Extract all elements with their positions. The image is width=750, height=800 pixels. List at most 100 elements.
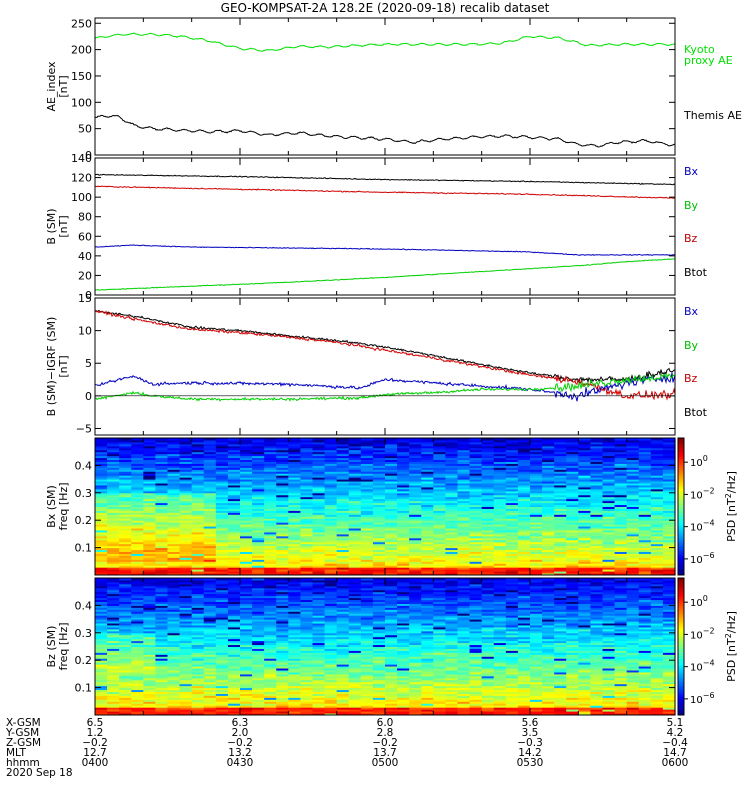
spectrogram-cell [385, 524, 398, 527]
spectrogram-cell [227, 636, 241, 640]
spectrogram-cell [119, 477, 132, 480]
spectrogram-cell [95, 541, 108, 545]
spectrogram-cell [276, 569, 289, 572]
spectrogram-cell [469, 471, 483, 474]
spectrogram-cell [191, 623, 205, 626]
spectrogram-cell [397, 477, 410, 480]
spectrogram-cell [312, 668, 326, 671]
spectrogram-cell [614, 481, 628, 484]
spectrogram-cell [602, 516, 616, 519]
spectrogram-cell [409, 469, 422, 472]
spectrogram-cell [131, 609, 144, 612]
spectrogram-cell [457, 565, 471, 568]
spectrogram-cell [191, 617, 205, 620]
spectrogram-cell [203, 559, 217, 562]
spectrogram-cell [312, 439, 326, 443]
spectrogram-cell [240, 636, 253, 640]
spectrogram-cell [167, 475, 181, 478]
spectrogram-cell [457, 520, 471, 523]
spectrogram-cell [264, 666, 277, 669]
spectrogram-cell [602, 496, 616, 500]
spectrogram-cell [131, 650, 144, 653]
spectrogram-cell [650, 526, 664, 529]
spectrogram-cell [179, 506, 193, 509]
spectrogram-cell [131, 642, 144, 646]
spectrogram-cell [397, 555, 410, 558]
spectrogram-cell [481, 502, 495, 506]
spectrogram-cell [542, 455, 555, 459]
spectrogram-cell [288, 599, 302, 602]
spectrogram-cell [433, 471, 447, 474]
spectrogram-cell [179, 662, 193, 665]
spectrogram-cell [505, 443, 519, 447]
spectrogram-cell [191, 500, 205, 504]
spectrogram-cell [662, 467, 676, 470]
spectrogram-cell [650, 500, 664, 504]
spectrogram-cell [348, 559, 362, 562]
spectrogram-cell [119, 535, 132, 539]
spectrogram-cell [288, 445, 302, 449]
spectrogram-cell [252, 595, 265, 599]
spectrogram-cell [288, 555, 302, 558]
spectrogram-cell [215, 518, 229, 521]
spectrogram-cell [578, 569, 592, 572]
spectrogram-cell [179, 685, 193, 689]
spectrogram-cell [227, 484, 241, 488]
spectrogram-cell [409, 526, 422, 529]
spectrogram-cell [614, 545, 628, 549]
spectrogram-cell [397, 438, 410, 441]
spectrogram-cell [276, 488, 289, 492]
spectrogram-cell [155, 479, 169, 482]
spectrogram-cell [481, 531, 495, 535]
spectrogram-cell [433, 449, 447, 453]
spectrogram-cell [397, 569, 410, 572]
spectrogram-cell [324, 673, 338, 677]
spectrogram-cell [276, 646, 289, 649]
spectrogram-cell [119, 615, 132, 618]
spectrogram-cell [227, 451, 241, 455]
spectrogram-cell [457, 537, 471, 541]
spectrogram-cell [131, 611, 144, 614]
spectrogram-cell [264, 502, 277, 506]
spectrogram-cell [336, 479, 350, 482]
spectrogram-cell [433, 467, 447, 470]
spectrogram-cell [566, 518, 579, 521]
spectrogram-cell [469, 479, 483, 482]
spectrogram-cell [107, 679, 120, 683]
spectrogram-cell [252, 467, 265, 470]
spectrogram-cell [215, 673, 229, 677]
spectrogram-cell [409, 508, 422, 511]
spectrogram-cell [505, 559, 519, 562]
spectrogram-cell [650, 514, 664, 517]
spectrogram-cell [566, 465, 579, 468]
spectrogram-cell [469, 467, 483, 470]
spectrogram-cell [554, 528, 567, 531]
spectrogram-cell [566, 567, 579, 570]
spectrogram-cell [155, 605, 169, 608]
spectrogram-cell [276, 547, 289, 551]
spectrogram-cell [119, 619, 132, 622]
spectrogram-cell [167, 664, 181, 667]
spectrogram-cell [167, 583, 181, 587]
spectrogram-cell [95, 626, 108, 630]
spectrogram-cell [143, 611, 157, 614]
spectrogram-cell [300, 555, 314, 558]
spectrogram-cell [240, 677, 253, 681]
spectrogram-cell [203, 611, 217, 614]
spectrogram-cell [542, 539, 555, 543]
spectrogram-cell [493, 453, 507, 457]
spectrogram-cell [300, 609, 314, 612]
spectrogram-cell [288, 609, 302, 612]
spectrogram-cell [119, 469, 132, 472]
spectrogram-cell [590, 531, 604, 535]
spectrogram-cell [626, 506, 640, 509]
spectrogram-cell [155, 520, 169, 523]
spectrogram-cell [131, 529, 144, 533]
spectrogram-cell [578, 541, 592, 545]
spectrogram-cell [143, 636, 157, 640]
spectrogram-cell [324, 713, 338, 716]
spectrogram-cell [95, 522, 108, 525]
spectrogram-cell [433, 506, 447, 509]
spectrogram-cell [336, 486, 350, 490]
spectrogram-cell [191, 518, 205, 521]
